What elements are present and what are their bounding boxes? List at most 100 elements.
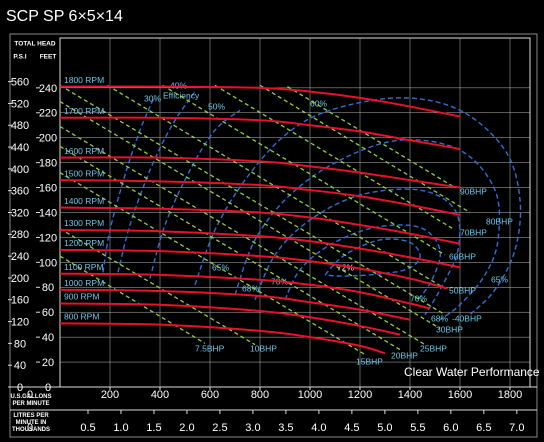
y2-tick-label: 360 <box>11 186 29 198</box>
efficiency-contour <box>254 188 461 316</box>
rpm-curve <box>59 288 411 321</box>
x2-tick-label: 3.5 <box>278 422 293 434</box>
x-tick-label: 1200 <box>348 389 372 401</box>
x2-axis-label: LITRES PER MINUTE IN THOUSANDS <box>12 413 51 433</box>
x-axis-label: U.S.GALLONS PER MINUTE <box>10 394 52 407</box>
bhp-line <box>59 101 441 329</box>
x-tick-label: 200 <box>101 389 119 401</box>
efficiency-contour <box>234 139 501 321</box>
annotation: Clear Water Performance <box>404 365 540 379</box>
rpm-curve <box>59 228 461 269</box>
bhp-label: 50BHP <box>449 285 476 295</box>
bhp-label: 10BHP <box>250 343 277 353</box>
y-tick-label: 200 <box>39 133 57 145</box>
legend-label: 800 RPM <box>64 312 99 322</box>
y-tick-label: 220 <box>39 108 57 120</box>
rpm-curve <box>59 85 461 118</box>
rpm-curve <box>59 206 461 245</box>
rpm-curve <box>59 156 461 189</box>
legend-label: 1000 RPM <box>64 278 104 288</box>
y2-tick-label: 0 <box>17 382 23 394</box>
legend-label: 1700 RPM <box>64 106 104 116</box>
efficiency-label: 30% <box>144 93 161 103</box>
efficiency-label: 40% <box>170 80 187 90</box>
x2-tick-label: 2.5 <box>212 422 227 434</box>
legend-label: 1400 RPM <box>64 196 104 206</box>
efficiency-label: 65% <box>491 274 508 284</box>
efficiency-contour <box>194 97 522 316</box>
bhp-label: 60BHP <box>449 251 476 261</box>
x2-tick-label: 5.0 <box>377 422 392 434</box>
x2-tick-label: 0.5 <box>80 422 95 434</box>
y2-tick-label: 520 <box>11 98 29 110</box>
bhp-line <box>162 84 446 256</box>
efficiency-contour <box>117 91 196 273</box>
bhp-label: 70BHP <box>460 227 487 237</box>
y-tick-label: 80 <box>42 282 54 294</box>
bhp-line <box>59 172 366 356</box>
legend-label: 1800 RPM <box>64 75 104 85</box>
y2-tick-label: 40 <box>14 360 26 372</box>
efficiency-label: 72% <box>337 262 354 272</box>
bhp-line <box>59 255 206 344</box>
y2-tick-label: 440 <box>11 142 29 154</box>
efficiency-label: 60% <box>310 98 327 108</box>
legend-label: 1300 RPM <box>64 218 104 228</box>
bhp-line <box>214 84 456 231</box>
y-tick-label: 40 <box>42 332 54 344</box>
y2-tick-label: 240 <box>11 251 29 263</box>
bhp-line <box>59 228 256 346</box>
efficiency-label: 65% <box>212 262 229 272</box>
x2-tick-label: 4.5 <box>344 422 359 434</box>
bhp-label: -40BHP <box>452 313 482 323</box>
rpm-curve <box>59 272 431 310</box>
bhp-line <box>59 84 446 316</box>
x-tick-label: 0 <box>27 389 33 401</box>
efficiency-label: 68% <box>431 313 448 323</box>
x2-tick-label: 3.0 <box>245 422 260 434</box>
x2-tick-label: 6.0 <box>443 422 458 434</box>
y2-axis-label: P.S.I <box>13 54 26 61</box>
bhp-label: 30BHP <box>436 324 463 334</box>
chart-frame <box>9 33 538 438</box>
head-label: TOTAL HEAD <box>14 41 55 48</box>
rpm-curve <box>59 116 461 150</box>
legend-label: 1600 RPM <box>64 146 104 156</box>
y2-tick-label: 120 <box>11 316 29 328</box>
y-tick-label: 160 <box>39 182 57 194</box>
y2-tick-label: 320 <box>11 207 29 219</box>
efficiency-contour <box>324 238 421 277</box>
x2-tick-label: 1.0 <box>113 422 128 434</box>
bhp-label: 15BHP <box>356 356 383 366</box>
x2-tick-label: 1.5 <box>146 422 161 434</box>
x2-tick-label: 6.5 <box>476 422 491 434</box>
y2-tick-label: 480 <box>11 120 29 132</box>
y-axis-label: FEET <box>40 54 57 61</box>
y2-tick-label: 200 <box>11 273 29 285</box>
y-tick-label: 120 <box>39 232 57 244</box>
x-tick-label: 1400 <box>398 389 422 401</box>
x2-tick-label: 7.0 <box>509 422 524 434</box>
y-tick-label: 240 <box>39 83 57 95</box>
x-tick-label: 800 <box>251 389 269 401</box>
y-tick-label: 100 <box>39 257 57 269</box>
efficiency-label: 50% <box>208 101 225 111</box>
rpm-curve <box>59 302 401 336</box>
y2-tick-label: 160 <box>11 295 29 307</box>
efficiency-contour <box>284 224 442 301</box>
bhp-line <box>259 84 471 214</box>
x-tick-label: 600 <box>201 389 219 401</box>
bhp-line <box>59 145 401 351</box>
rpm-curve <box>59 248 448 290</box>
y-tick-label: 140 <box>39 207 57 219</box>
y2-tick-label: 280 <box>11 229 29 241</box>
bhp-label: 25BHP <box>420 343 447 353</box>
efficiency-title: Efficiency <box>163 90 200 100</box>
legend-label: 1200 RPM <box>64 238 104 248</box>
x2-tick-label: 4.0 <box>311 422 326 434</box>
y-tick-label: 20 <box>42 357 54 369</box>
efficiency-contour <box>102 95 156 273</box>
legend-label: 900 RPM <box>64 292 99 302</box>
